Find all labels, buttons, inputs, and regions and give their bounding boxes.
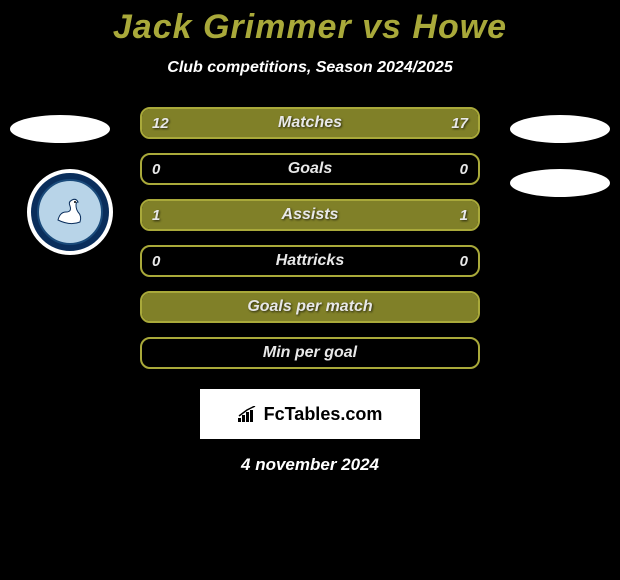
stat-value-left: 12 [152,109,169,137]
stat-bar-matches: Matches12 17 [140,107,480,139]
date-text: 4 november 2024 [0,455,620,475]
swan-icon [37,179,103,245]
stat-value-right: 1 [460,201,468,229]
stat-value-right: 0 [460,247,468,275]
club-badge-left [27,169,113,255]
fctables-logo: FcTables.com [200,389,420,439]
stat-value-left: 0 [152,247,160,275]
stat-value-left: 0 [152,155,160,183]
stat-bar-goals: Goals0 0 [140,153,480,185]
stat-value-right: 0 [460,155,468,183]
stat-bar-min-per-goal: Min per goal [140,337,480,369]
stat-label: Goals [142,155,478,183]
stat-bar-hattricks: Hattricks0 0 [140,245,480,277]
stat-label: Matches [142,109,478,137]
stat-label: Hattricks [142,247,478,275]
page-title: Jack Grimmer vs Howe [0,0,620,47]
stat-value-right: 17 [451,109,468,137]
stat-value-left: 1 [152,201,160,229]
player-left-placeholder [10,115,110,143]
subtitle: Club competitions, Season 2024/2025 [0,59,620,77]
stat-bar-assists: Assists1 1 [140,199,480,231]
stat-label: Assists [142,201,478,229]
club-badge-right-placeholder [510,169,610,197]
stats-bars: Matches1217Goals00Assists11Hattricks00Go… [140,107,480,383]
stat-bar-goals-per-match: Goals per match [140,291,480,323]
footer-brand-text: FcTables.com [264,404,383,425]
stat-label: Min per goal [142,339,478,367]
stat-label: Goals per match [142,293,478,321]
chart-icon [238,406,258,422]
player-right-placeholder [510,115,610,143]
